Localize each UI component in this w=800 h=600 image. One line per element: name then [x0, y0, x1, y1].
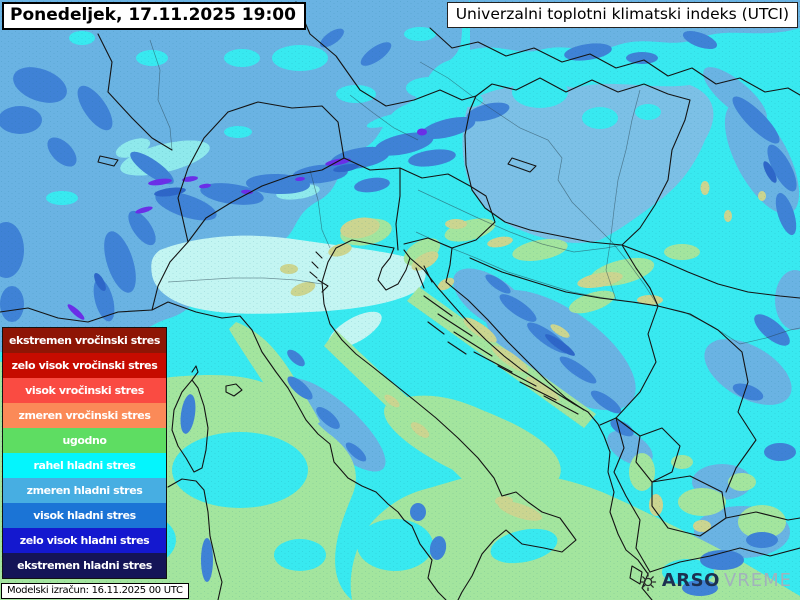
- brand-arso: ARSO: [661, 570, 720, 591]
- date-time-box: Ponedeljek, 17.11.2025 19:00: [2, 2, 306, 30]
- legend-item: zmeren hladni stres: [3, 478, 166, 503]
- arso-vreme-watermark: ARSO VREME: [638, 571, 792, 591]
- map-rivers: [149, 39, 800, 345]
- legend-item: ekstremen hladni stres: [3, 553, 166, 578]
- legend-item: zelo visok hladni stres: [3, 528, 166, 553]
- map-country-borders: [97, 1, 800, 573]
- legend-item: zelo visok vročinski stres: [3, 353, 166, 378]
- utci-legend: ekstremen vročinski stres zelo visok vroč…: [2, 327, 167, 579]
- sun-icon: [640, 572, 656, 591]
- model-run-box: Modelski izračun: 16.11.2025 00 UTC: [1, 583, 189, 599]
- legend-item: zmeren vročinski stres: [3, 403, 166, 428]
- legend-item: visok vročinski stres: [3, 378, 166, 403]
- legend-item: ugodno: [3, 428, 166, 453]
- brand-vreme: VREME: [723, 570, 792, 591]
- map-title-box: Univerzalni toplotni klimatski indeks (U…: [446, 2, 798, 28]
- map-coastlines: [0, 155, 653, 600]
- legend-item: visok hladni stres: [3, 503, 166, 528]
- legend-item: rahel hladni stres: [3, 453, 166, 478]
- legend-item: ekstremen vročinski stres: [3, 328, 166, 353]
